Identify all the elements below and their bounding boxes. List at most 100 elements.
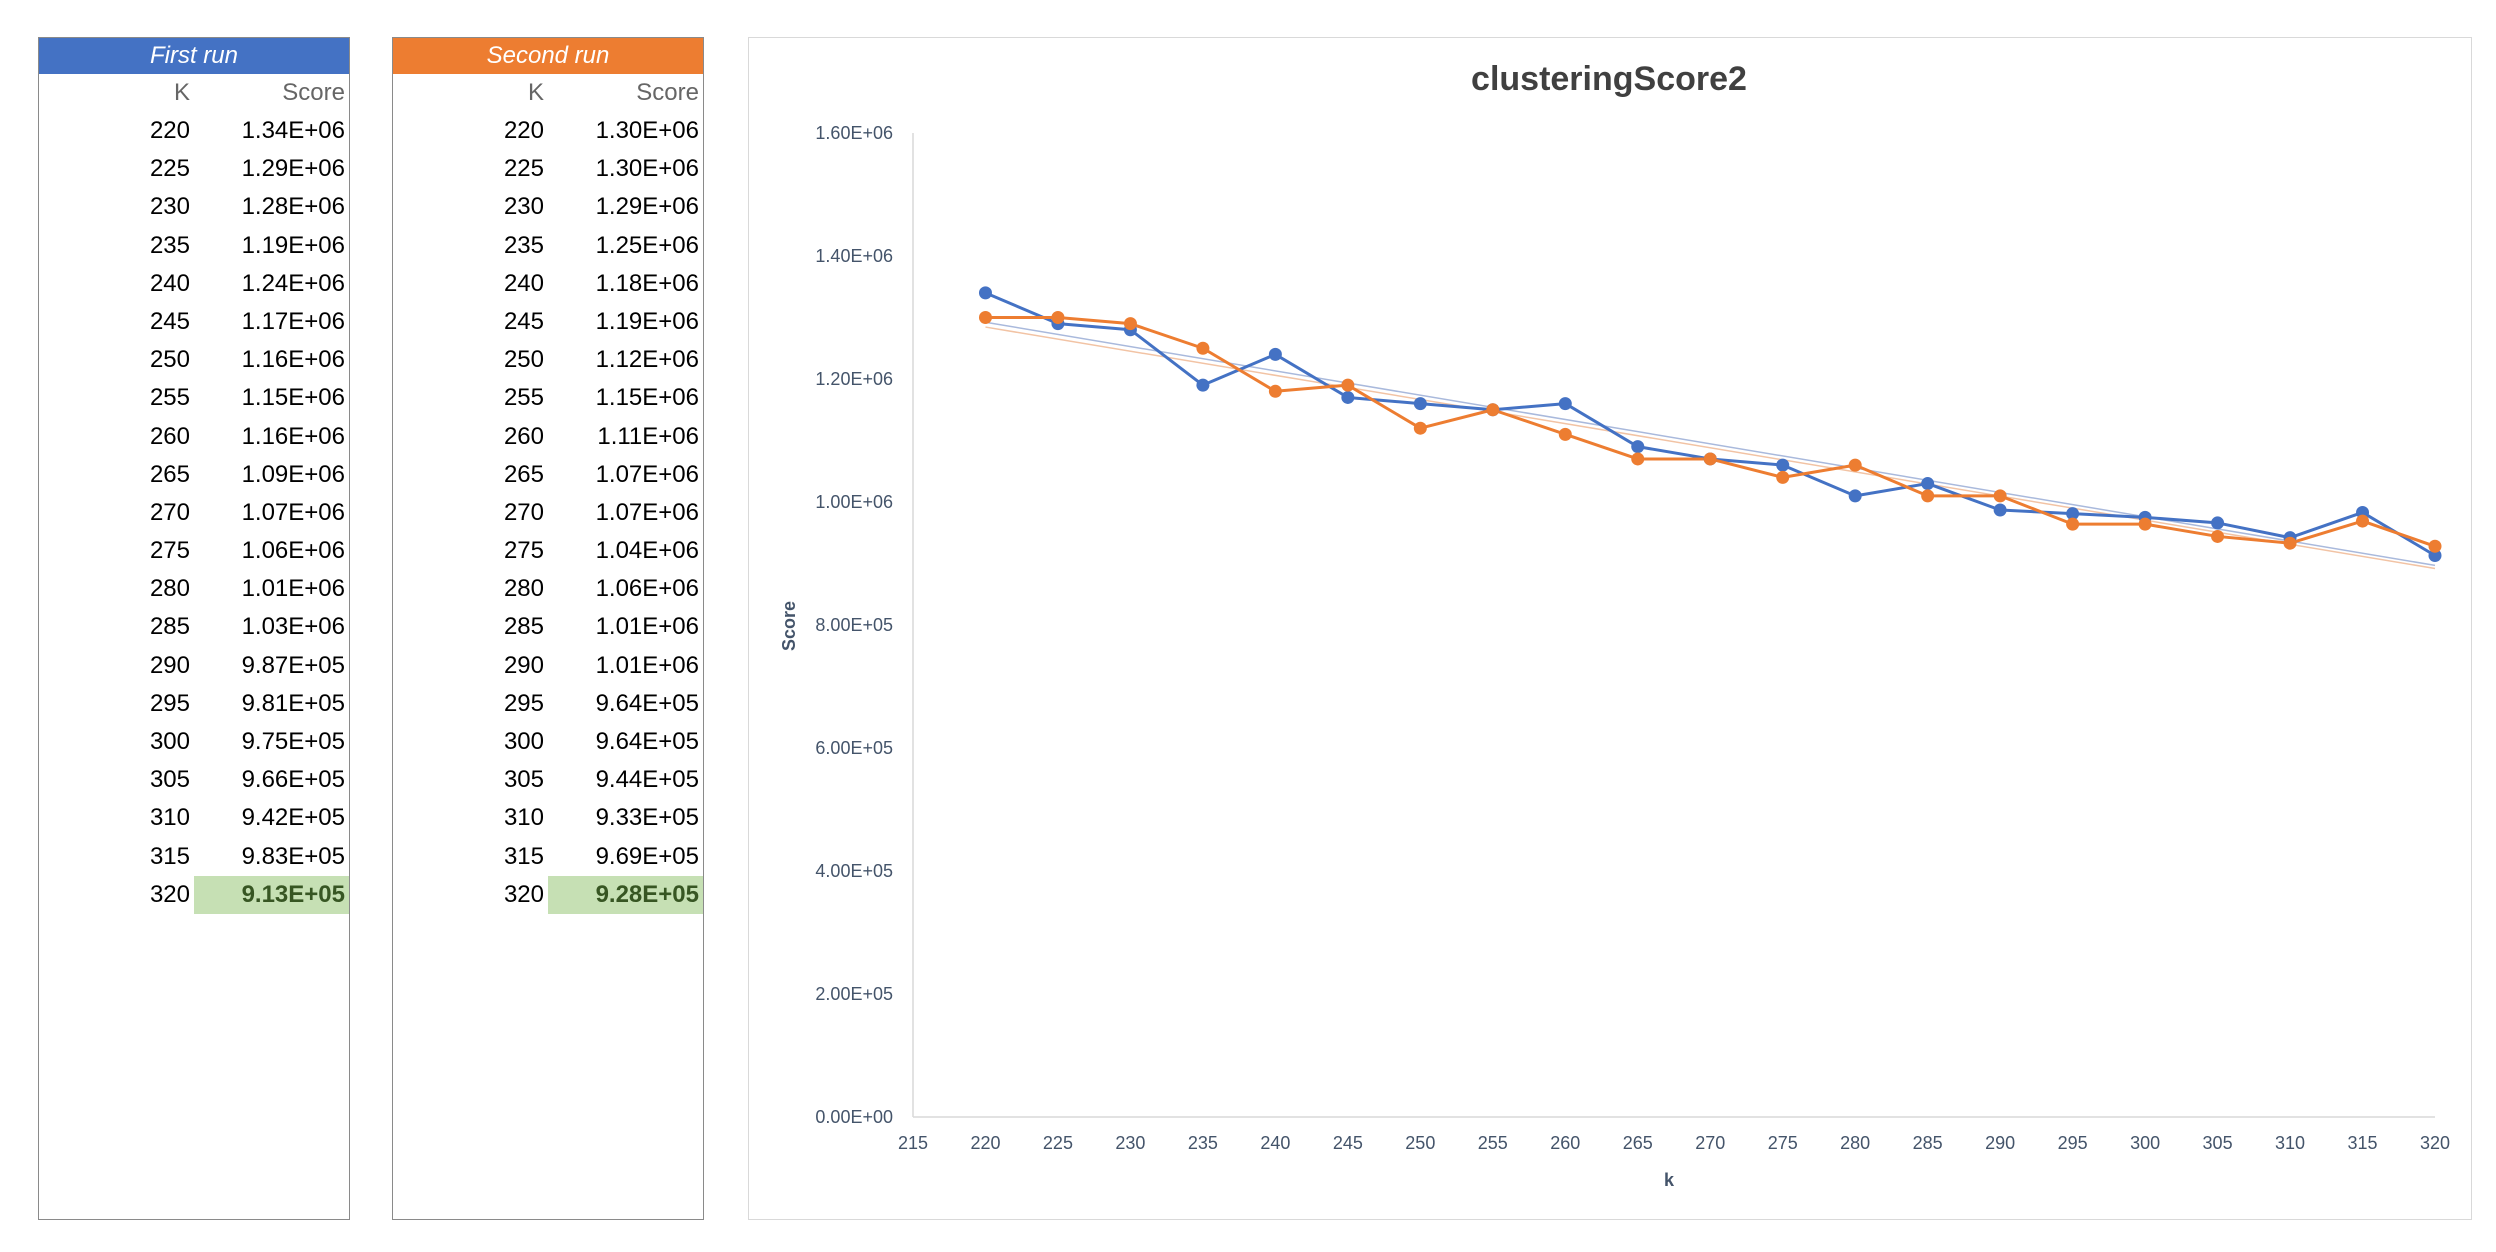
score-cell[interactable]: 9.69E+05 <box>595 842 699 870</box>
data-point-series-2[interactable] <box>1848 458 1862 472</box>
k-cell[interactable]: 305 <box>503 766 544 794</box>
data-point-series-2[interactable] <box>1051 311 1065 324</box>
k-cell[interactable]: 260 <box>149 422 190 450</box>
score-cell[interactable]: 1.17E+06 <box>241 307 345 335</box>
k-cell[interactable]: 280 <box>149 575 190 603</box>
k-cell[interactable]: 225 <box>149 155 190 183</box>
k-cell[interactable]: 300 <box>503 728 544 755</box>
data-point-series-2[interactable] <box>1631 452 1645 466</box>
data-point-series-2[interactable] <box>1341 378 1355 392</box>
score-cell[interactable]: 1.09E+06 <box>241 460 345 488</box>
score-cell[interactable]: 1.01E+06 <box>241 575 345 603</box>
data-point-series-1[interactable] <box>1993 503 2007 517</box>
k-cell[interactable]: 320 <box>503 880 544 908</box>
data-point-series-1[interactable] <box>1413 397 1427 411</box>
data-point-series-2[interactable] <box>2066 517 2080 531</box>
score-cell[interactable]: 1.07E+06 <box>595 460 699 488</box>
data-point-series-1[interactable] <box>1268 347 1282 361</box>
score-cell[interactable]: 1.03E+06 <box>241 613 345 641</box>
score-cell[interactable]: 1.19E+06 <box>241 231 345 259</box>
score-cell[interactable]: 9.81E+05 <box>241 689 345 717</box>
data-point-series-1[interactable] <box>1196 378 1210 392</box>
k-cell[interactable]: 315 <box>149 842 190 870</box>
k-cell[interactable]: 320 <box>149 880 190 908</box>
k-cell[interactable]: 265 <box>149 460 190 488</box>
score-cell[interactable]: 9.64E+05 <box>595 689 699 717</box>
data-point-series-2[interactable] <box>2356 514 2370 528</box>
data-point-series-2[interactable] <box>1196 341 1210 355</box>
score-cell[interactable]: 9.13E+05 <box>194 875 349 914</box>
score-cell[interactable]: 1.28E+06 <box>241 193 345 221</box>
score-cell[interactable]: 1.29E+06 <box>595 193 699 221</box>
k-cell[interactable]: 235 <box>149 231 190 259</box>
score-cell[interactable]: 1.30E+06 <box>595 155 699 183</box>
k-cell[interactable]: 290 <box>149 651 190 679</box>
k-cell[interactable]: 220 <box>503 117 544 144</box>
data-point-series-2[interactable] <box>1776 470 1790 484</box>
score-cell[interactable]: 9.75E+05 <box>241 728 345 755</box>
score-cell[interactable]: 1.19E+06 <box>595 307 699 335</box>
score-cell[interactable]: 9.64E+05 <box>595 728 699 755</box>
k-cell[interactable]: 310 <box>503 804 544 832</box>
data-point-series-2[interactable] <box>2138 517 2152 531</box>
data-point-series-2[interactable] <box>1558 427 1572 441</box>
data-point-series-2[interactable] <box>978 311 992 324</box>
score-cell[interactable]: 1.01E+06 <box>595 613 699 641</box>
k-cell[interactable]: 250 <box>503 346 544 374</box>
k-cell[interactable]: 310 <box>149 804 190 832</box>
data-point-series-1[interactable] <box>1848 489 1862 503</box>
data-point-series-1[interactable] <box>1921 477 1935 491</box>
data-point-series-1[interactable] <box>2211 516 2225 530</box>
k-cell[interactable]: 285 <box>503 613 544 641</box>
k-cell[interactable]: 240 <box>503 269 544 297</box>
score-cell[interactable]: 9.28E+05 <box>548 875 703 914</box>
k-cell[interactable]: 275 <box>149 537 190 565</box>
score-cell[interactable]: 1.07E+06 <box>241 498 345 526</box>
score-cell[interactable]: 1.01E+06 <box>595 651 699 679</box>
k-cell[interactable]: 295 <box>503 689 544 717</box>
data-point-series-1[interactable] <box>978 286 992 300</box>
k-cell[interactable]: 245 <box>503 307 544 335</box>
score-cell[interactable]: 9.83E+05 <box>241 842 345 870</box>
data-point-series-2[interactable] <box>1703 452 1717 466</box>
k-cell[interactable]: 255 <box>503 384 544 412</box>
data-point-series-2[interactable] <box>2428 539 2442 553</box>
score-cell[interactable]: 9.66E+05 <box>241 766 345 794</box>
data-point-series-2[interactable] <box>2211 529 2225 543</box>
score-cell[interactable]: 1.18E+06 <box>595 269 699 297</box>
chart-area[interactable]: clusteringScore2 0.00E+00 2.00E+05 4.00E+0… <box>748 37 2472 1220</box>
score-cell[interactable]: 9.44E+05 <box>595 766 699 794</box>
score-cell[interactable]: 1.29E+06 <box>241 155 345 183</box>
score-cell[interactable]: 1.30E+06 <box>595 117 699 144</box>
score-cell[interactable]: 1.34E+06 <box>241 117 345 144</box>
score-cell[interactable]: 1.04E+06 <box>595 537 699 565</box>
k-cell[interactable]: 245 <box>149 307 190 335</box>
data-point-series-2[interactable] <box>1486 403 1500 417</box>
data-point-series-2[interactable] <box>1921 489 1935 503</box>
score-cell[interactable]: 1.06E+06 <box>241 537 345 565</box>
data-point-series-1[interactable] <box>1631 440 1645 454</box>
score-cell[interactable]: 1.24E+06 <box>241 269 345 297</box>
data-point-series-2[interactable] <box>1993 489 2007 503</box>
score-cell[interactable]: 1.15E+06 <box>595 384 699 412</box>
k-cell[interactable]: 255 <box>149 384 190 412</box>
k-cell[interactable]: 220 <box>149 117 190 144</box>
k-cell[interactable]: 250 <box>149 346 190 374</box>
data-point-series-2[interactable] <box>1268 384 1282 398</box>
data-point-series-1[interactable] <box>1341 390 1355 404</box>
score-cell[interactable]: 9.87E+05 <box>241 651 345 679</box>
score-cell[interactable]: 1.07E+06 <box>595 498 699 526</box>
k-cell[interactable]: 265 <box>503 460 544 488</box>
k-cell[interactable]: 275 <box>503 537 544 565</box>
score-cell[interactable]: 1.16E+06 <box>241 422 345 450</box>
k-cell[interactable]: 230 <box>149 193 190 221</box>
k-cell[interactable]: 230 <box>503 193 544 221</box>
k-cell[interactable]: 315 <box>503 842 544 870</box>
k-cell[interactable]: 305 <box>149 766 190 794</box>
score-cell[interactable]: 1.06E+06 <box>595 575 699 603</box>
k-cell[interactable]: 295 <box>149 689 190 717</box>
score-cell[interactable]: 1.12E+06 <box>595 346 699 374</box>
data-point-series-1[interactable] <box>2428 549 2442 563</box>
data-point-series-2[interactable] <box>1413 421 1427 435</box>
score-cell[interactable]: 1.15E+06 <box>241 384 345 412</box>
